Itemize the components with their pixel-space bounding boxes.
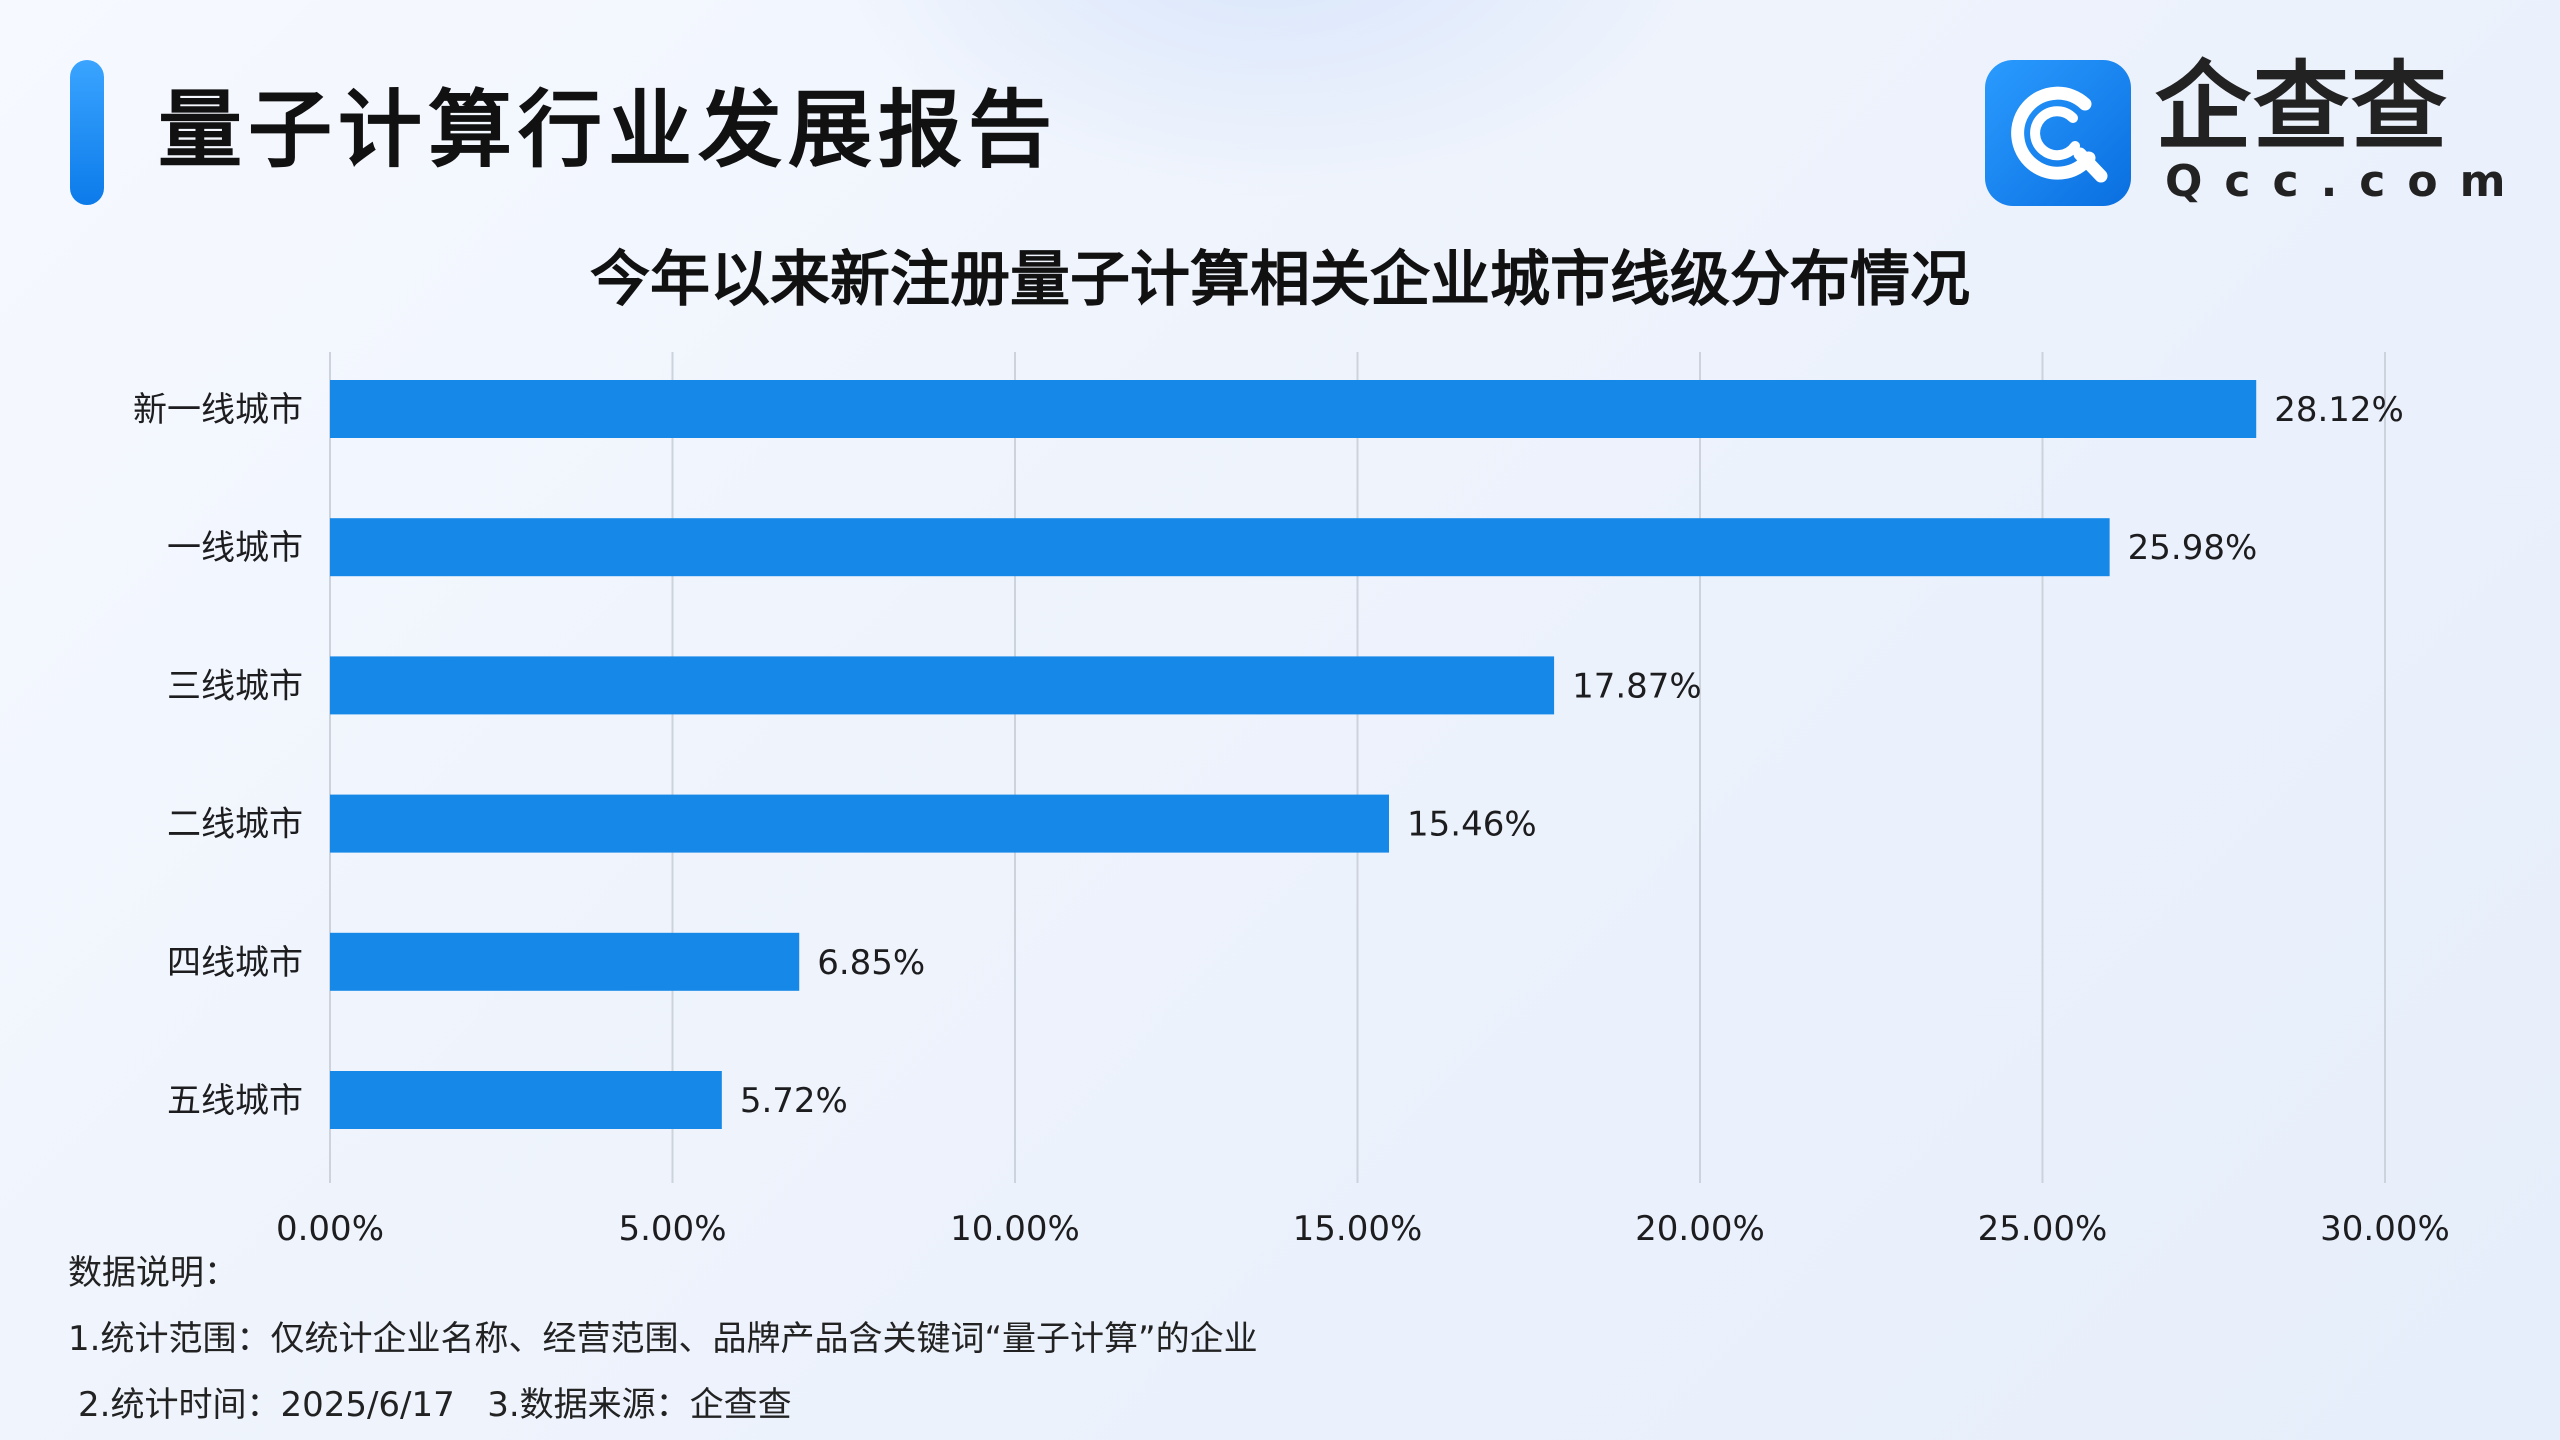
data-label: 15.46% bbox=[1407, 805, 1537, 845]
data-label: 6.85% bbox=[817, 943, 925, 983]
category-label: 二线城市 bbox=[167, 805, 303, 845]
qcc-logo-icon bbox=[1985, 60, 2131, 206]
logo-domain: Qcc.com bbox=[2165, 156, 2528, 207]
x-tick-label: 25.00% bbox=[1978, 1209, 2108, 1249]
data-label: 25.98% bbox=[2128, 528, 2258, 568]
category-label: 四线城市 bbox=[167, 943, 303, 983]
x-tick-label: 20.00% bbox=[1635, 1209, 1765, 1249]
qcc-logo: 企查查 Qcc.com bbox=[1985, 52, 2505, 208]
bar bbox=[330, 656, 1555, 715]
logo-name: 企查查 bbox=[2155, 51, 2449, 163]
title-accent-bar bbox=[70, 60, 104, 205]
data-notes: 数据说明： 1.统计范围：仅统计企业名称、经营范围、品牌产品含关键词“量子计算”… bbox=[68, 1240, 1258, 1438]
report-title: 量子计算行业发展报告 bbox=[158, 81, 1059, 179]
notes-heading: 数据说明： bbox=[68, 1253, 238, 1293]
data-label: 17.87% bbox=[1572, 666, 1702, 706]
bar bbox=[330, 518, 2110, 577]
x-tick-label: 10.00% bbox=[950, 1209, 1080, 1249]
bar bbox=[330, 1071, 722, 1129]
bar bbox=[330, 932, 800, 991]
x-tick-label: 15.00% bbox=[1293, 1209, 1423, 1249]
x-tick-label: 0.00% bbox=[276, 1209, 384, 1249]
x-tick-label: 5.00% bbox=[618, 1209, 726, 1249]
chart-title: 今年以来新注册量子计算相关企业城市线级分布情况 bbox=[590, 245, 1970, 315]
bar bbox=[330, 794, 1390, 853]
bar bbox=[330, 380, 2257, 438]
notes-line-2: 2.统计时间：2025/6/17 3.数据来源：企查查 bbox=[78, 1385, 792, 1425]
category-label: 新一线城市 bbox=[133, 390, 303, 430]
category-label: 一线城市 bbox=[167, 528, 303, 568]
notes-line-1: 1.统计范围：仅统计企业名称、经营范围、品牌产品含关键词“量子计算”的企业 bbox=[68, 1319, 1258, 1359]
x-tick-label: 30.00% bbox=[2320, 1209, 2450, 1249]
data-label: 28.12% bbox=[2274, 390, 2404, 430]
category-label: 五线城市 bbox=[167, 1081, 303, 1121]
category-label: 三线城市 bbox=[167, 666, 303, 706]
data-label: 5.72% bbox=[740, 1081, 848, 1121]
